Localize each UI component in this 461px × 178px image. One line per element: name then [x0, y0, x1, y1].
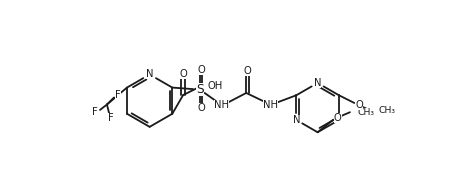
Text: F: F [92, 107, 97, 117]
Text: F: F [108, 113, 114, 123]
Text: CH₃: CH₃ [379, 106, 396, 115]
Text: O: O [179, 69, 187, 78]
Text: O: O [197, 103, 205, 113]
Text: OH: OH [208, 81, 223, 91]
Text: O: O [334, 113, 342, 123]
Text: NH: NH [263, 100, 278, 109]
Text: N: N [293, 115, 300, 125]
Text: NH: NH [214, 100, 229, 109]
Text: O: O [243, 66, 251, 76]
Text: S: S [196, 83, 204, 96]
Text: O: O [197, 65, 205, 75]
Text: F: F [115, 90, 121, 100]
Text: N: N [314, 78, 321, 88]
Text: O: O [355, 100, 363, 109]
Text: N: N [146, 69, 154, 80]
Text: CH₃: CH₃ [358, 108, 375, 117]
